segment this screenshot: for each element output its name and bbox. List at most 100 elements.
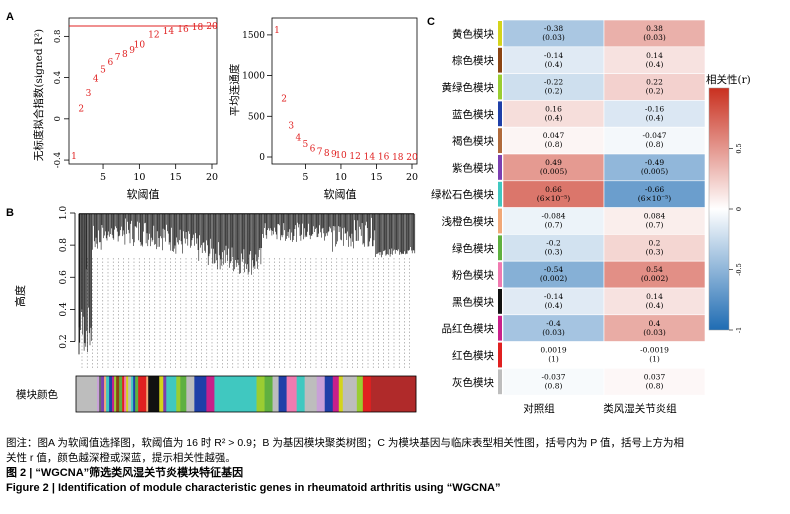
caption-note-line2: 关性 r 值，颜色越深橙或深蓝，提示相关性越强。 — [6, 452, 236, 464]
p-value: (1) — [649, 355, 660, 364]
p-value: (0.03) — [643, 33, 666, 42]
power-point: 16 — [378, 153, 390, 163]
correlation-value: 0.66 — [545, 185, 562, 194]
p-value: (0.4) — [545, 60, 563, 69]
module-color-segment — [180, 376, 187, 412]
module-color-segment — [148, 376, 160, 412]
caption-note-line1: 图注：图A 为软阈值选择图，软阈值为 16 时 R² > 0.9；B 为基因模块… — [6, 437, 684, 449]
module-color-segment — [126, 376, 129, 412]
module-color-segment — [370, 376, 417, 412]
module-color-segment — [176, 376, 181, 412]
module-side-color — [498, 262, 502, 287]
module-color-segment — [128, 376, 132, 412]
module-color-segment — [135, 376, 139, 412]
module-side-color — [498, 47, 502, 73]
legend-tick-label: -0.5 — [735, 263, 743, 276]
heat-cell-ra — [603, 368, 706, 396]
x-tick-label: 5 — [302, 172, 308, 183]
heat-cell-ra — [603, 73, 706, 101]
p-value: (0.4) — [646, 60, 664, 69]
module-color-segment — [99, 376, 102, 412]
module-label: 紫色模块 — [452, 161, 494, 174]
power-point: 7 — [115, 53, 121, 63]
module-label: 黄绿色模块 — [442, 81, 495, 94]
module-color-segment — [97, 376, 100, 412]
module-color-segment — [112, 376, 115, 412]
y-tick-label: 0.8 — [53, 30, 63, 44]
module-color-bar — [75, 375, 417, 413]
module-color-segment — [286, 376, 297, 412]
module-color-segment — [159, 376, 164, 412]
correlation-value: -0.037 — [541, 372, 565, 381]
power-point: 12 — [349, 152, 360, 162]
figure-caption: 图注：图A 为软阈值选择图，软阈值为 16 时 R² > 0.9；B 为基因模块… — [6, 436, 786, 496]
module-color-segment — [206, 376, 215, 412]
p-value: (0.002) — [540, 274, 567, 283]
y-tick-label: 0 — [53, 116, 63, 121]
correlation-value: 0.2 — [649, 238, 661, 247]
p-value: (0.002) — [641, 274, 668, 283]
module-label: 粉色模块 — [452, 269, 494, 282]
p-value: (0.03) — [542, 33, 565, 42]
p-value: (0.4) — [545, 113, 563, 122]
module-color-segment — [114, 376, 117, 412]
fit-ylabel: 无标度拟合指数(signed R²) — [32, 29, 45, 161]
correlation-color-legend — [708, 87, 730, 331]
legend-tick-label: 0 — [735, 207, 743, 211]
power-point: 3 — [86, 89, 92, 99]
module-color-segment — [122, 376, 125, 412]
heat-cell-control — [502, 207, 605, 235]
heat-cell-control — [502, 260, 605, 289]
heat-cell-control — [502, 46, 605, 74]
module-side-color — [498, 155, 502, 180]
power-point: 2 — [281, 94, 287, 104]
connectivity-ylabel: 平均连通度 — [228, 63, 241, 116]
module-side-color — [498, 74, 502, 100]
correlation-value: 0.047 — [543, 131, 565, 140]
p-value: (0.3) — [545, 247, 563, 256]
power-point: 18 — [192, 23, 204, 33]
module-label: 绿色模块 — [452, 242, 494, 255]
p-value: (6×10⁻⁵) — [537, 194, 570, 203]
heat-cell-ra — [603, 19, 706, 48]
correlation-value: 0.54 — [646, 265, 663, 274]
power-point: 14 — [364, 152, 376, 162]
module-side-color — [498, 342, 502, 368]
module-trait-heatmap: 黄色模块 -0.38(0.03)0.38(0.03)棕色模块 -0.14(0.4)0… — [431, 19, 706, 396]
module-label: 黑色模块 — [452, 295, 494, 308]
y-tick-label: 0.4 — [59, 302, 69, 317]
power-point: 2 — [78, 105, 84, 115]
p-value: (1) — [548, 355, 559, 364]
power-point: 10 — [335, 151, 347, 161]
power-point: 5 — [100, 65, 106, 75]
p-value: (0.4) — [646, 113, 664, 122]
module-color-segment — [316, 376, 326, 412]
module-color-segment — [124, 376, 127, 412]
module-color-label: 模块颜色 — [16, 388, 58, 401]
heat-cell-control — [502, 73, 605, 101]
module-color-segment — [272, 376, 279, 412]
x-tick-label: 5 — [100, 172, 106, 183]
module-color-segment — [186, 376, 195, 412]
x-tick-label: 15 — [370, 172, 382, 183]
y-tick-label: 0.6 — [59, 270, 69, 285]
module-color-segment — [76, 376, 98, 412]
power-point: 20 — [406, 153, 418, 163]
x-tick-label: 10 — [133, 172, 145, 183]
heat-cell-ra — [603, 314, 706, 342]
module-side-color — [498, 181, 502, 207]
module-label: 黄色模块 — [452, 27, 494, 40]
module-color-segment — [133, 376, 136, 412]
module-color-segment — [166, 376, 177, 412]
power-point: 12 — [148, 30, 159, 40]
y-tick-label: 1.0 — [59, 206, 69, 221]
module-color-segment — [131, 376, 134, 412]
module-label: 红色模块 — [452, 349, 494, 362]
heat-cell-control — [502, 19, 605, 48]
module-label: 绿松石色模块 — [431, 188, 494, 201]
module-color-segment — [362, 376, 372, 412]
p-value: (0.7) — [545, 221, 563, 230]
correlation-value: 0.16 — [545, 104, 562, 113]
module-label: 浅橙色模块 — [442, 215, 495, 228]
y-tick-label: 0.2 — [59, 334, 69, 348]
